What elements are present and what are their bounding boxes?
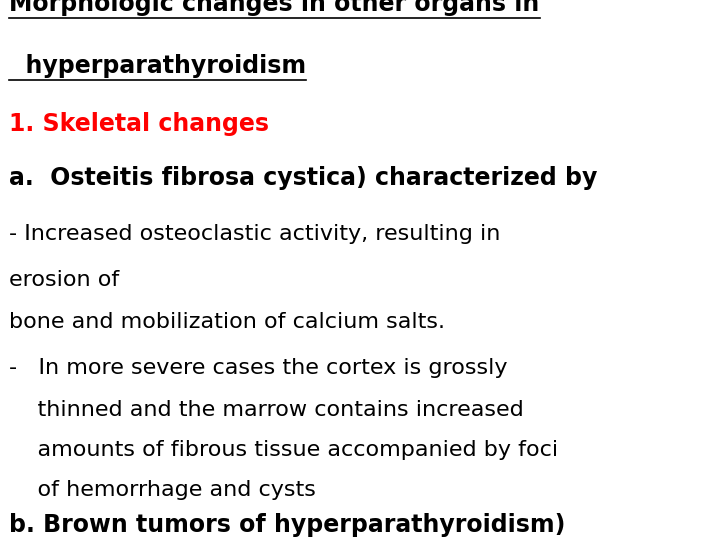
Text: 1. Skeletal changes: 1. Skeletal changes — [9, 112, 269, 136]
Text: b. Brown tumors of hyperparathyroidism): b. Brown tumors of hyperparathyroidism) — [9, 514, 566, 537]
Text: amounts of fibrous tissue accompanied by foci: amounts of fibrous tissue accompanied by… — [9, 440, 559, 460]
Text: hyperparathyroidism: hyperparathyroidism — [9, 55, 307, 78]
Text: erosion of: erosion of — [9, 270, 120, 290]
Text: a.  Osteitis fibrosa cystica) characterized by: a. Osteitis fibrosa cystica) characteriz… — [9, 166, 598, 190]
Text: thinned and the marrow contains increased: thinned and the marrow contains increase… — [9, 400, 524, 420]
Text: -   In more severe cases the cortex is grossly: - In more severe cases the cortex is gro… — [9, 358, 508, 378]
Text: bone and mobilization of calcium salts.: bone and mobilization of calcium salts. — [9, 312, 446, 332]
Text: of hemorrhage and cysts: of hemorrhage and cysts — [9, 480, 316, 500]
Text: - Increased osteoclastic activity, resulting in: - Increased osteoclastic activity, resul… — [9, 224, 500, 244]
Text: Morphologic changes in other organs in: Morphologic changes in other organs in — [9, 0, 539, 16]
